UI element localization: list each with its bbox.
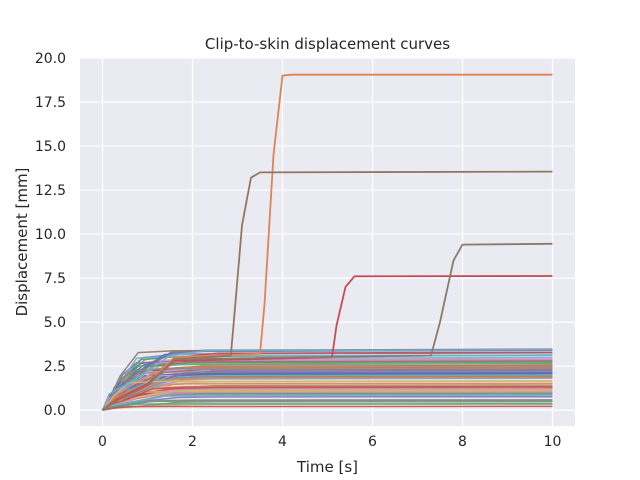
bundle-series-line <box>102 405 553 411</box>
highlight-series-line <box>102 242 553 411</box>
x-tick-label: 8 <box>458 434 467 450</box>
y-tick-label: 2.5 <box>44 359 66 375</box>
y-tick-label: 0.0 <box>44 403 66 419</box>
y-tick-label: 17.5 <box>35 95 66 111</box>
bundle-series-line <box>101 380 553 411</box>
x-tick-label: 2 <box>188 434 197 450</box>
y-tick-label: 5.0 <box>44 315 66 331</box>
y-tick-label: 15.0 <box>35 139 66 155</box>
chart-title: Clip-to-skin displacement curves <box>205 35 450 53</box>
x-tick-label: 6 <box>368 434 377 450</box>
x-tick-label: 10 <box>544 434 562 450</box>
series-group <box>101 73 553 411</box>
x-tick-label: 4 <box>278 434 287 450</box>
y-axis-label: Displacement [mm] <box>13 168 31 317</box>
bundle-series-line <box>101 348 553 411</box>
y-tick-label: 7.5 <box>44 271 66 287</box>
y-tick-label: 20.0 <box>35 51 66 67</box>
y-tick-label: 10.0 <box>35 227 66 243</box>
x-tick-label: 0 <box>98 434 107 450</box>
x-axis-label: Time [s] <box>296 458 358 476</box>
y-tick-label: 12.5 <box>35 183 66 199</box>
y-tick-labels: 0.0 2.5 5.0 7.5 10.0 12.5 15.0 17.5 20.0 <box>35 51 66 419</box>
x-tick-labels: 0 2 4 6 8 10 <box>98 434 561 450</box>
